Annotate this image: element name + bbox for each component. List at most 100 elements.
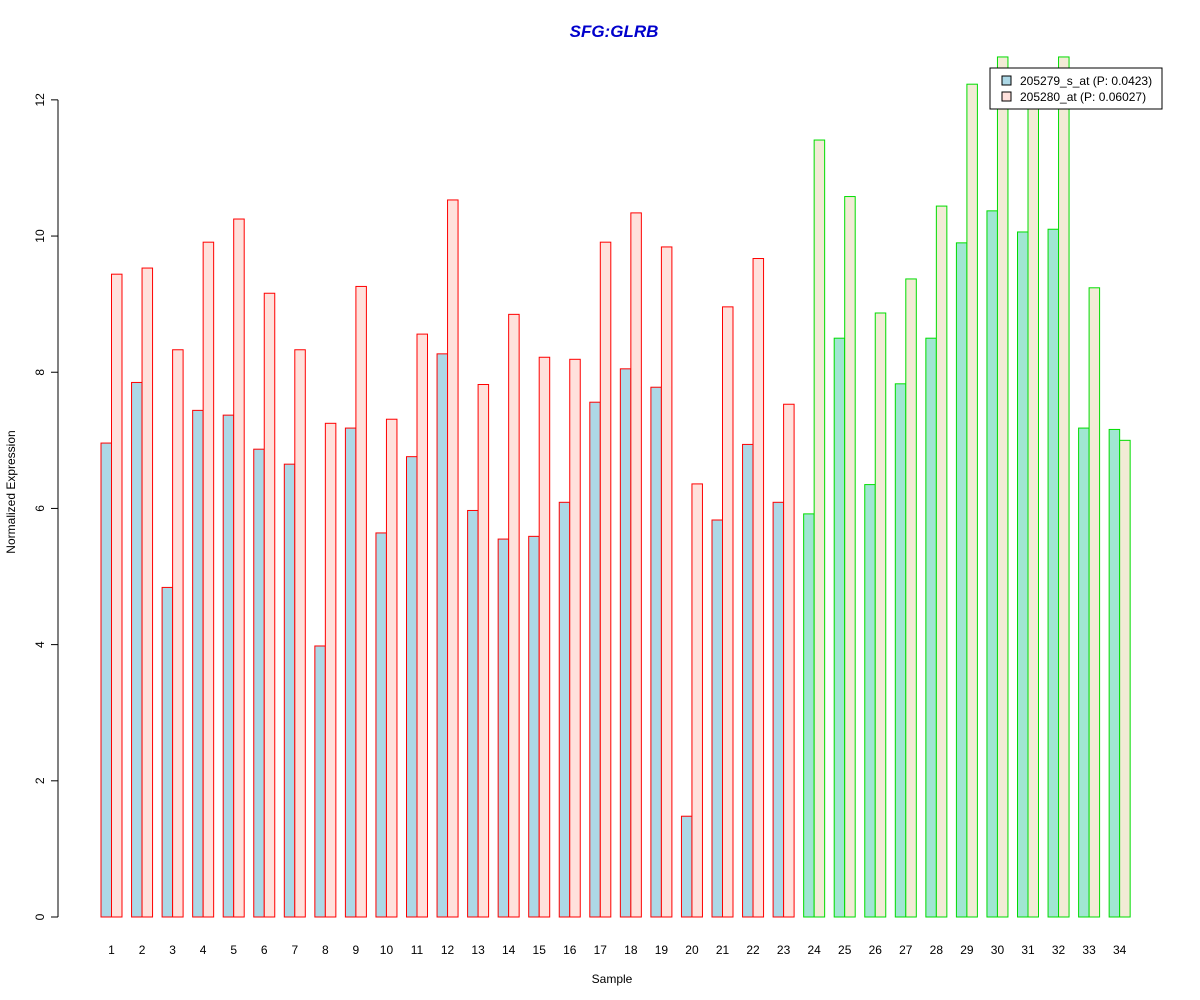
bar-series-2-sample-11 bbox=[416, 333, 428, 918]
x-tick-label: 19 bbox=[655, 943, 669, 957]
x-tick-label: 12 bbox=[441, 943, 455, 957]
bar-series-2-sample-33 bbox=[1088, 287, 1101, 918]
y-tick-label: 4 bbox=[33, 641, 47, 648]
bar-series-2-sample-19 bbox=[660, 246, 673, 918]
bar-series-2-sample-25 bbox=[844, 196, 856, 918]
bar-series-1-sample-10 bbox=[375, 532, 387, 918]
bar-series-1-sample-23 bbox=[772, 501, 785, 918]
bar-series-1-sample-31 bbox=[1017, 231, 1029, 918]
bar-series-2-sample-34 bbox=[1119, 439, 1131, 918]
bar-series-1-sample-22 bbox=[742, 443, 754, 918]
bar-series-2-sample-14 bbox=[508, 313, 520, 918]
bar-series-2-sample-5 bbox=[233, 218, 245, 918]
x-tick-label: 2 bbox=[139, 943, 146, 957]
bar-series-2-sample-3 bbox=[172, 349, 184, 918]
x-tick-label: 28 bbox=[930, 943, 944, 957]
bar-series-2-sample-4 bbox=[202, 241, 215, 918]
legend-swatch-series-1 bbox=[1001, 75, 1012, 86]
y-tick-label: 6 bbox=[33, 505, 47, 512]
x-tick-label: 4 bbox=[200, 943, 207, 957]
x-tick-label: 14 bbox=[502, 943, 516, 957]
bar-series-2-sample-16 bbox=[569, 358, 581, 918]
legend-label-series-1: 205279_s_at (P: 0.0423) bbox=[1020, 74, 1152, 88]
bar-series-1-sample-18 bbox=[619, 368, 632, 918]
legend-swatch-series-2 bbox=[1001, 91, 1012, 102]
bar-series-1-sample-28 bbox=[925, 337, 937, 918]
x-axis-title: Sample bbox=[592, 972, 633, 986]
bar-series-1-sample-17 bbox=[589, 401, 601, 918]
x-tick-label: 17 bbox=[594, 943, 608, 957]
bar-series-2-sample-1 bbox=[111, 273, 123, 918]
bar-series-1-sample-21 bbox=[711, 519, 723, 918]
x-tick-label: 26 bbox=[869, 943, 883, 957]
x-tick-label: 18 bbox=[624, 943, 638, 957]
legend-label-series-2: 205280_at (P: 0.06027) bbox=[1020, 90, 1146, 104]
bar-series-2-sample-12 bbox=[447, 199, 459, 918]
bar-series-2-sample-24 bbox=[813, 139, 826, 918]
bar-series-2-sample-6 bbox=[263, 292, 276, 918]
bar-series-1-sample-29 bbox=[955, 242, 968, 918]
bar-series-2-sample-18 bbox=[630, 212, 642, 918]
bar-series-1-sample-8 bbox=[314, 645, 326, 918]
x-tick-label: 1 bbox=[108, 943, 115, 957]
bar-series-1-sample-3 bbox=[161, 586, 174, 918]
bar-series-2-sample-9 bbox=[355, 285, 367, 918]
bar-series-1-sample-16 bbox=[558, 501, 571, 918]
bar-series-1-sample-12 bbox=[436, 353, 449, 918]
bar-series-1-sample-25 bbox=[833, 337, 846, 918]
x-tick-label: 25 bbox=[838, 943, 852, 957]
x-tick-labels: 1 2 3 4 5 6 7 8 9 10 11 12 13 14 15 16 17 18 19 20 21 22 23 24 2… bbox=[108, 943, 1126, 957]
x-tick-label: 21 bbox=[716, 943, 730, 957]
bar-series-1-sample-24 bbox=[803, 513, 815, 918]
x-tick-label: 27 bbox=[899, 943, 913, 957]
x-tick-label: 23 bbox=[777, 943, 791, 957]
bar-series-1-sample-5 bbox=[222, 414, 235, 918]
bar-series-1-sample-30 bbox=[986, 210, 998, 918]
bar-series-1-sample-27 bbox=[894, 383, 907, 918]
bar-series-1-sample-13 bbox=[467, 509, 479, 918]
bar-series-1-sample-32 bbox=[1047, 228, 1060, 918]
legend-box bbox=[989, 67, 1163, 110]
x-tick-label: 3 bbox=[169, 943, 176, 957]
chart-title: SFG:GLRB bbox=[570, 22, 659, 41]
bar-series-1-sample-19 bbox=[650, 386, 662, 918]
bar-series-2-sample-31 bbox=[1027, 102, 1039, 918]
bar-series-2-sample-15 bbox=[538, 356, 551, 918]
bar-series-1-sample-15 bbox=[528, 535, 540, 918]
x-tick-label: 13 bbox=[471, 943, 485, 957]
y-axis-title: Normalized Expression bbox=[4, 430, 18, 553]
bar-series-2-sample-32 bbox=[1058, 56, 1070, 918]
x-tick-label: 7 bbox=[291, 943, 298, 957]
legend: 205279_s_at (P: 0.0423) 205280_at (P: 0.… bbox=[989, 67, 1163, 110]
bar-series-2-sample-23 bbox=[783, 403, 795, 918]
y-tick-label: 8 bbox=[33, 369, 47, 376]
bars-group bbox=[100, 56, 1131, 918]
x-tick-label: 15 bbox=[533, 943, 547, 957]
bar-series-2-sample-28 bbox=[935, 205, 948, 918]
bar-series-1-sample-1 bbox=[100, 442, 112, 918]
y-tick-label: 12 bbox=[33, 93, 47, 107]
x-tick-label: 30 bbox=[991, 943, 1005, 957]
x-tick-label: 29 bbox=[960, 943, 974, 957]
bar-series-2-sample-20 bbox=[691, 483, 703, 918]
y-tick-label: 2 bbox=[33, 777, 47, 784]
bar-series-2-sample-22 bbox=[752, 258, 765, 918]
x-tick-label: 22 bbox=[746, 943, 760, 957]
bar-series-1-sample-26 bbox=[864, 484, 876, 918]
bar-series-1-sample-2 bbox=[131, 381, 143, 918]
bar-series-2-sample-10 bbox=[385, 418, 398, 918]
x-tick-label: 16 bbox=[563, 943, 577, 957]
bar-series-1-sample-7 bbox=[283, 463, 296, 918]
x-tick-label: 33 bbox=[1082, 943, 1096, 957]
x-tick-label: 10 bbox=[380, 943, 394, 957]
bar-series-1-sample-4 bbox=[192, 409, 204, 918]
bar-series-2-sample-30 bbox=[996, 56, 1009, 918]
bar-series-1-sample-34 bbox=[1108, 428, 1121, 918]
x-tick-label: 24 bbox=[807, 943, 821, 957]
x-tick-label: 20 bbox=[685, 943, 699, 957]
y-tick-label: 10 bbox=[33, 229, 47, 243]
x-tick-label: 5 bbox=[230, 943, 237, 957]
bar-series-2-sample-27 bbox=[905, 278, 917, 918]
bar-series-2-sample-21 bbox=[722, 306, 734, 918]
